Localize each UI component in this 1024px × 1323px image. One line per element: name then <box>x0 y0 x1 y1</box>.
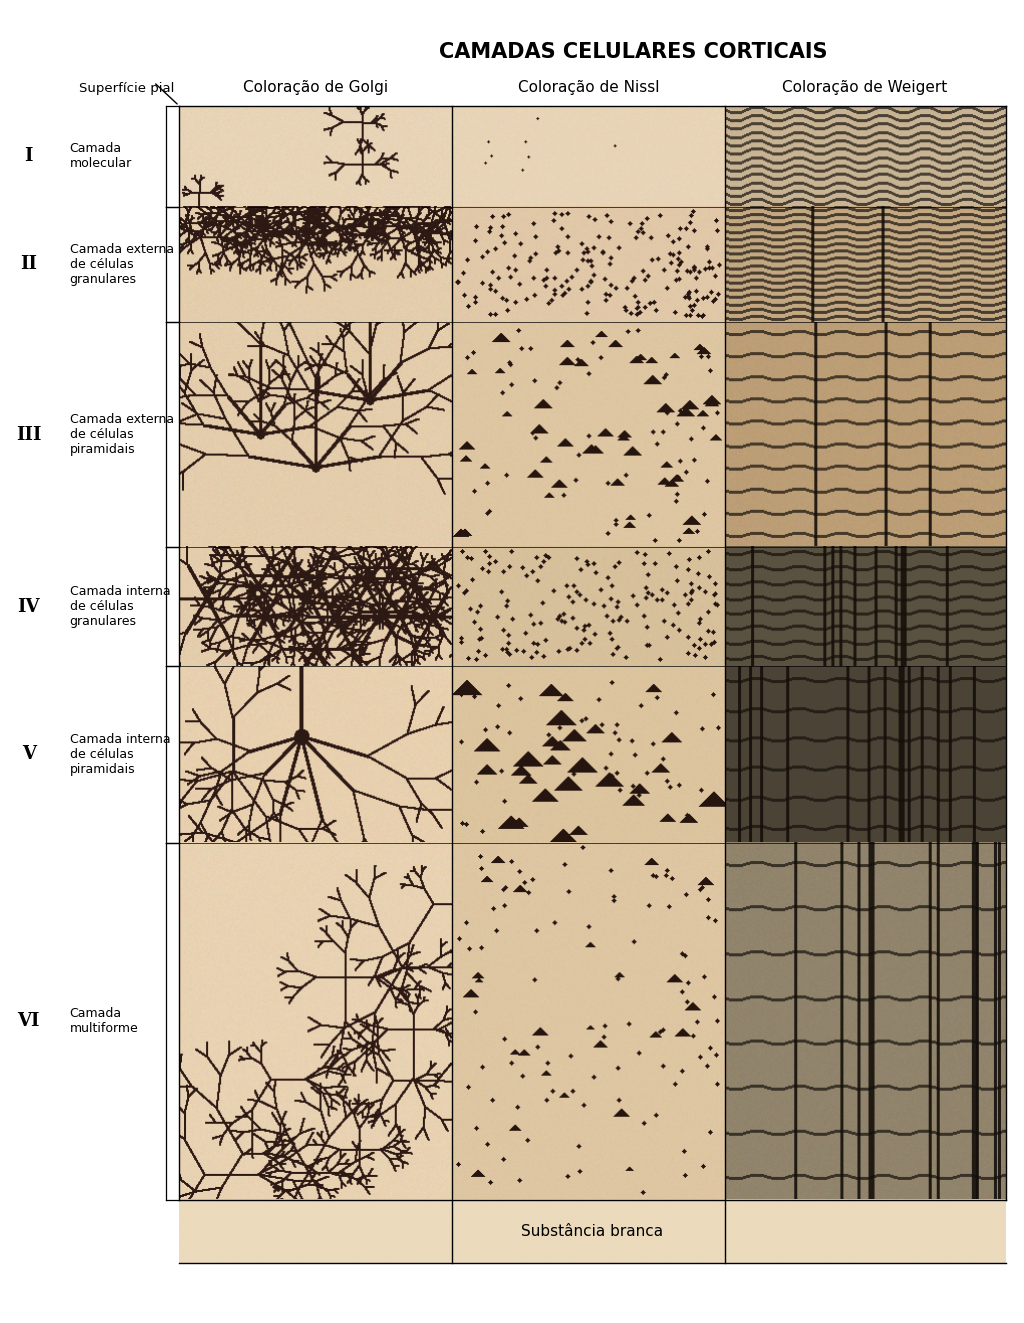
Text: Camada
multiforme: Camada multiforme <box>70 1007 138 1036</box>
Text: II: II <box>20 255 37 274</box>
Text: Camada
molecular: Camada molecular <box>70 143 132 171</box>
Text: Camada externa
de células
piramidais: Camada externa de células piramidais <box>70 413 174 456</box>
Text: IV: IV <box>17 598 40 615</box>
Text: Coloração de Nissl: Coloração de Nissl <box>517 81 659 95</box>
Text: Substância branca: Substância branca <box>521 1224 664 1240</box>
Text: III: III <box>16 426 41 443</box>
Text: Camada externa
de células
granulares: Camada externa de células granulares <box>70 243 174 286</box>
Text: Camada interna
de células
granulares: Camada interna de células granulares <box>70 585 170 628</box>
Text: I: I <box>25 147 33 165</box>
Text: CAMADAS CELULARES CORTICAIS: CAMADAS CELULARES CORTICAIS <box>439 42 827 62</box>
Text: Coloração de Weigert: Coloração de Weigert <box>782 81 947 95</box>
Text: Superfície pial: Superfície pial <box>79 82 174 95</box>
Text: Camada interna
de células
piramidais: Camada interna de células piramidais <box>70 733 170 775</box>
Text: VI: VI <box>17 1012 40 1031</box>
Text: V: V <box>22 745 36 763</box>
Text: Coloração de Golgi: Coloração de Golgi <box>243 81 388 95</box>
